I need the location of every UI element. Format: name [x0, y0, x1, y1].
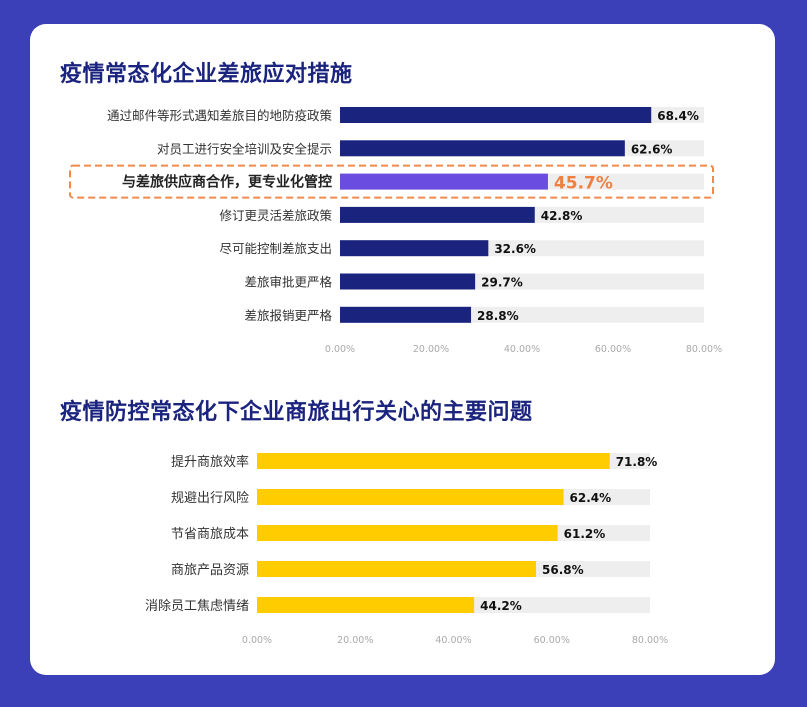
value-label: 44.2%	[480, 599, 522, 613]
value-label: 71.8%	[616, 455, 658, 469]
chart1-title: 疫情常态化企业差旅应对措施	[60, 62, 353, 87]
x-tick-label: 0.00%	[325, 344, 355, 355]
bar	[340, 140, 625, 157]
chart2-title: 疫情防控常态化下企业商旅出行关心的主要问题	[60, 400, 533, 425]
highlight-frame	[69, 164, 714, 199]
bar	[340, 273, 476, 290]
value-label: 62.6%	[631, 142, 673, 156]
bar	[340, 306, 472, 323]
category-label: 消除员工焦虑情绪	[145, 599, 249, 614]
value-label: 61.2%	[564, 527, 606, 541]
category-label: 尽可能控制差旅支出	[219, 241, 332, 256]
bar	[340, 240, 489, 257]
category-label: 对员工进行安全培训及安全提示	[157, 141, 332, 156]
category-label: 节省商旅成本	[171, 527, 249, 542]
value-label: 68.4%	[657, 109, 699, 123]
category-label: 通过邮件等形式遇知差旅目的地防疫政策	[107, 108, 333, 123]
category-label: 规避出行风险	[171, 491, 249, 506]
bar	[257, 561, 537, 577]
value-label: 42.8%	[541, 209, 583, 223]
bar	[257, 597, 475, 613]
bar	[257, 489, 564, 505]
x-tick-label: 80.00%	[686, 344, 722, 355]
category-label: 商旅产品资源	[171, 563, 249, 578]
value-label: 45.7%	[554, 174, 613, 194]
category-label: 差旅审批更严格	[244, 275, 332, 290]
bar	[257, 453, 610, 469]
category-label: 与差旅供应商合作，更专业化管控	[122, 174, 332, 191]
category-label: 修订更灵活差旅政策	[219, 208, 332, 223]
value-label: 32.6%	[494, 242, 536, 256]
x-tick-label: 60.00%	[534, 635, 570, 646]
x-tick-label: 80.00%	[632, 635, 668, 646]
category-label: 提升商旅效率	[171, 454, 249, 470]
x-tick-label: 40.00%	[504, 344, 540, 355]
bar	[340, 107, 652, 123]
x-tick-label: 0.00%	[242, 635, 272, 646]
value-label: 62.4%	[570, 491, 612, 505]
value-label: 28.8%	[477, 309, 519, 323]
category-label: 差旅报销更严格	[244, 308, 332, 323]
bar	[257, 525, 558, 541]
value-label: 29.7%	[481, 276, 523, 290]
x-tick-label: 60.00%	[595, 344, 631, 355]
x-tick-label: 40.00%	[435, 635, 471, 646]
bar	[340, 173, 548, 190]
bar	[340, 206, 535, 223]
value-label: 56.8%	[542, 563, 584, 577]
x-tick-label: 20.00%	[413, 344, 449, 355]
x-tick-label: 20.00%	[337, 635, 373, 646]
